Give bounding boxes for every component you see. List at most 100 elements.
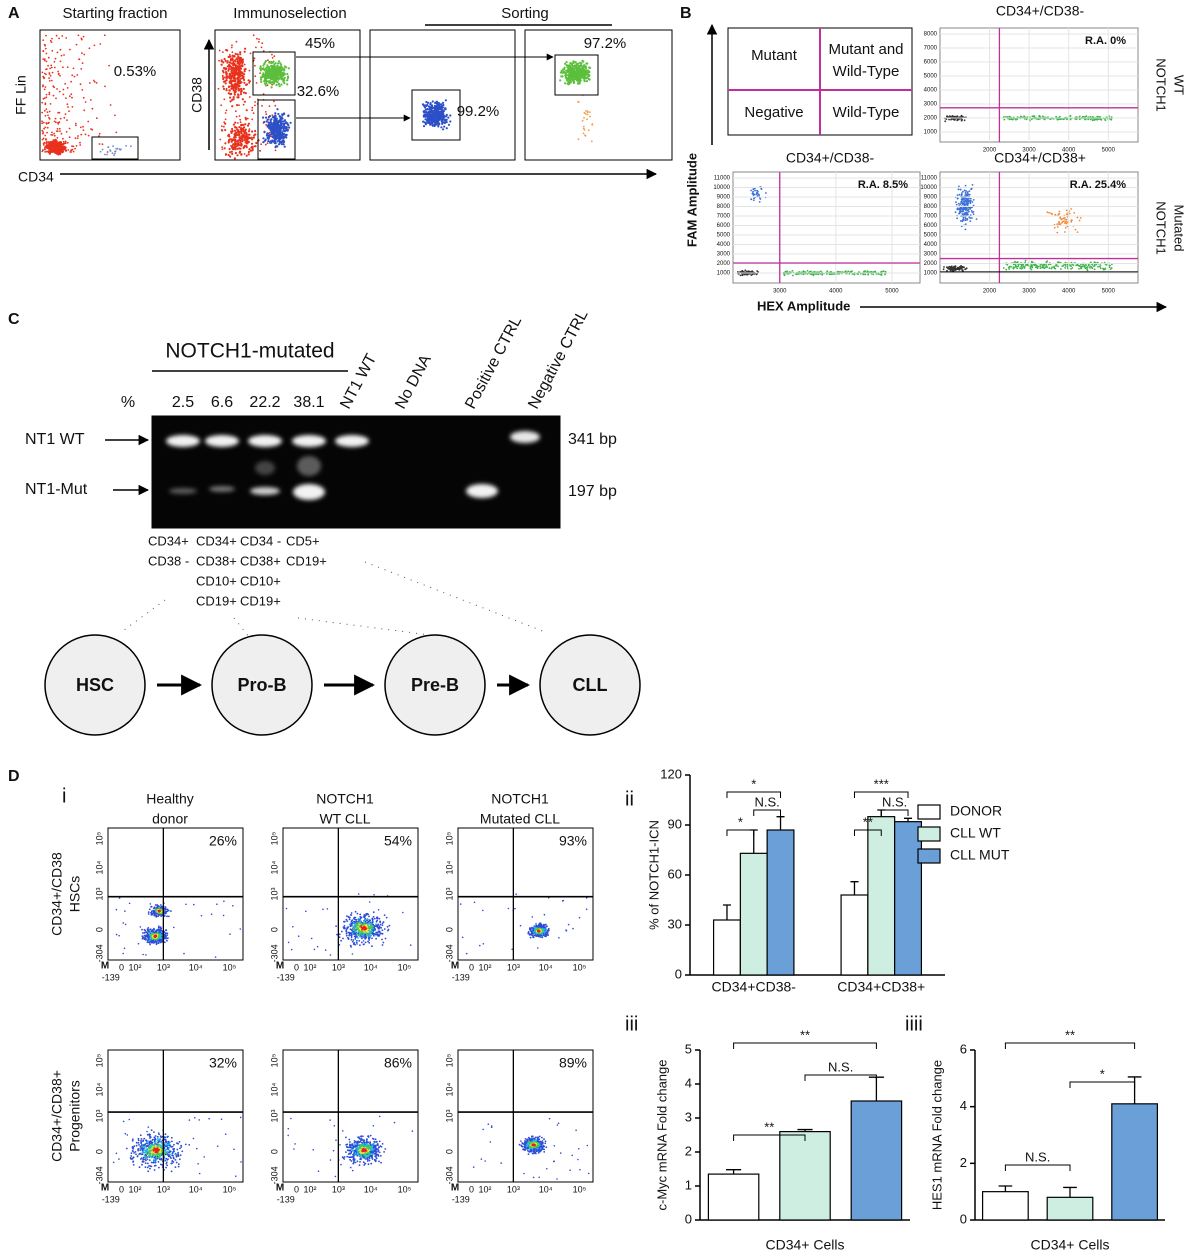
event-dot	[225, 109, 228, 112]
event-dot	[66, 141, 69, 144]
event-dot	[56, 127, 59, 130]
event-dot	[44, 134, 47, 137]
event-dot	[47, 64, 49, 67]
event-dot	[238, 66, 241, 69]
event-dot	[222, 61, 225, 64]
event-dot	[226, 65, 229, 68]
event-dot	[59, 48, 62, 51]
event-dot	[42, 85, 44, 88]
event-dot	[224, 122, 227, 125]
event-dot	[98, 143, 101, 145]
event-dot	[235, 126, 238, 129]
event-dot	[582, 125, 585, 128]
event-dot	[279, 118, 283, 121]
event-dot	[1064, 267, 1066, 269]
event-dot	[237, 89, 240, 92]
event-dot	[226, 61, 229, 64]
event-dot	[273, 74, 276, 77]
event-dot	[73, 75, 76, 78]
event-dot	[268, 61, 271, 64]
event-dot	[1016, 267, 1018, 270]
event-dot	[1056, 223, 1059, 226]
event-dot	[80, 133, 83, 136]
event-dot	[428, 118, 431, 121]
event-dot	[81, 89, 84, 91]
event-dot	[264, 77, 268, 80]
event-dot	[236, 139, 239, 142]
event-dot	[755, 273, 758, 276]
event-dot	[443, 115, 446, 118]
event-dot	[230, 130, 233, 133]
event-dot	[232, 146, 235, 149]
event-dot	[969, 220, 972, 223]
event-dot	[268, 115, 271, 118]
event-dot	[1091, 263, 1094, 266]
event-dot	[948, 267, 951, 270]
event-dot	[436, 114, 439, 117]
event-dot	[231, 127, 234, 131]
event-dot	[225, 74, 228, 77]
event-dot	[283, 125, 286, 128]
event-dot	[959, 220, 962, 222]
event-dot	[744, 269, 747, 272]
event-dot	[447, 123, 451, 126]
event-dot	[270, 86, 273, 89]
event-dot	[278, 85, 281, 88]
event-dot	[279, 115, 282, 119]
event-dot	[227, 69, 230, 72]
event-dot	[262, 64, 265, 67]
event-dot	[264, 70, 267, 74]
event-dot	[565, 61, 568, 64]
event-dot	[155, 916, 158, 918]
event-dot	[91, 107, 94, 110]
event-dot	[123, 947, 126, 950]
event-dot	[1083, 265, 1086, 268]
event-dot	[78, 58, 81, 61]
event-dot	[756, 193, 758, 196]
event-dot	[236, 104, 239, 107]
event-dot	[56, 137, 59, 139]
event-dot	[244, 123, 247, 126]
event-dot	[577, 70, 580, 73]
event-dot	[582, 132, 585, 135]
event-dot	[1016, 261, 1019, 263]
event-dot	[59, 60, 62, 63]
event-dot	[1099, 264, 1102, 267]
event-dot	[561, 75, 564, 78]
event-dot	[562, 68, 565, 71]
event-dot	[583, 68, 586, 71]
event-dot	[288, 126, 291, 129]
event-dot	[279, 74, 282, 78]
event-dot	[254, 64, 256, 67]
event-dot	[280, 77, 283, 80]
event-dot	[251, 106, 254, 109]
event-dot	[954, 268, 957, 270]
event-dot	[269, 75, 273, 79]
event-dot	[70, 80, 72, 83]
event-dot	[752, 188, 755, 191]
event-dot	[80, 68, 83, 70]
event-dot	[233, 55, 236, 58]
event-dot	[48, 121, 50, 124]
event-dot	[884, 273, 886, 276]
event-dot	[229, 933, 231, 935]
event-dot	[953, 119, 956, 121]
event-dot	[122, 922, 125, 924]
event-dot	[159, 926, 162, 929]
event-dot	[255, 46, 257, 49]
event-dot	[233, 69, 236, 73]
event-dot	[92, 79, 95, 82]
event-dot	[262, 93, 265, 95]
event-dot	[63, 54, 65, 56]
event-dot	[87, 134, 90, 137]
event-dot	[963, 207, 966, 210]
event-dot	[1099, 267, 1102, 270]
event-dot	[573, 74, 576, 77]
event-dot	[228, 55, 231, 59]
event-dot	[235, 132, 238, 134]
event-dot	[1069, 264, 1071, 267]
event-dot	[42, 149, 44, 151]
event-dot	[564, 74, 567, 77]
event-dot	[431, 123, 434, 127]
